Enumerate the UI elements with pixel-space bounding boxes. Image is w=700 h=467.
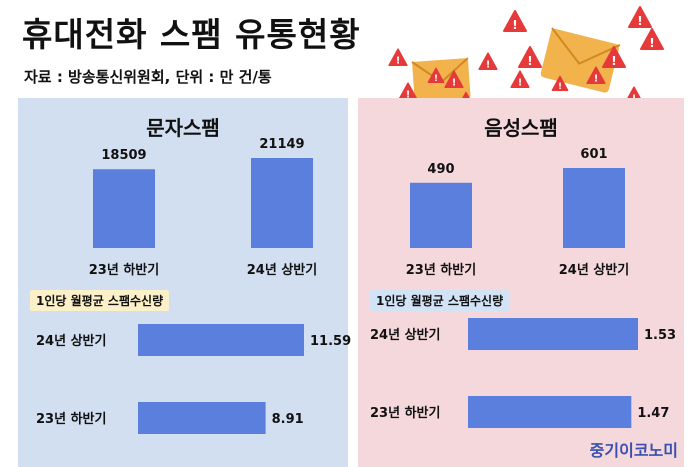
voice-spam-chart: 490 23년 하반기 601 24년 상반기 — [406, 147, 629, 278]
data-label: 1.47 — [637, 406, 669, 421]
bar — [138, 324, 304, 356]
category-label: 23년 하반기 — [406, 262, 476, 278]
warning-icon: ! — [503, 10, 527, 32]
warning-icon: ! — [551, 75, 569, 91]
voice-spam-panel: 음성스팸 490 23년 하반기 601 24년 상반기 1인당 월평균 스팸수신량 … — [358, 98, 684, 467]
svg-text:!: ! — [512, 18, 517, 32]
svg-text:!: ! — [527, 54, 532, 68]
svg-text:!: ! — [406, 90, 410, 101]
warning-icon: ! — [628, 6, 652, 28]
warning-icon: ! — [640, 28, 664, 50]
category-label: 24년 상반기 — [247, 262, 317, 278]
category-label: 23년 하반기 — [89, 262, 159, 278]
warning-icon: ! — [602, 46, 626, 68]
category-label: 23년 하반기 — [370, 405, 440, 421]
warning-icon: ! — [427, 67, 445, 83]
data-label: 490 — [427, 162, 454, 177]
category-label: 24년 상반기 — [559, 262, 629, 278]
svg-text:!: ! — [434, 73, 438, 83]
svg-text:!: ! — [594, 74, 598, 85]
bar — [468, 396, 632, 428]
data-label: 21149 — [259, 137, 304, 152]
per-capita-label: 1인당 월평균 스팸수신량 — [30, 290, 170, 311]
svg-text:!: ! — [486, 60, 490, 71]
sms-spam-chart: 18509 23년 하반기 21149 24년 상반기 — [89, 137, 317, 278]
svg-text:!: ! — [649, 36, 654, 50]
warning-icon: ! — [478, 52, 498, 71]
per-capita-label: 1인당 월평균 스팸수신량 — [370, 290, 510, 311]
voice-per-capita-chart: 24년 상반기 1.53 23년 하반기 1.47 — [370, 318, 676, 428]
data-label: 11.59 — [310, 334, 351, 349]
source-note: 자료 : 방송통신위원회, 단위 : 만 건/통 — [24, 68, 272, 86]
bar — [251, 158, 313, 248]
warning-icon: ! — [388, 48, 408, 67]
warning-icon: ! — [510, 70, 530, 89]
bar — [93, 169, 155, 248]
sms-spam-panel: 문자스팸 18509 23년 하반기 21149 24년 상반기 1인당 월평균 스팸… — [18, 98, 351, 467]
svg-text:!: ! — [637, 14, 642, 28]
bar — [563, 168, 625, 248]
sms-per-capita-chart: 24년 상반기 11.59 23년 하반기 8.91 — [36, 324, 351, 434]
data-label: 8.91 — [272, 412, 304, 427]
page-title: 휴대전화 스팸 유통현황 — [22, 15, 361, 54]
warning-icon: ! — [444, 70, 464, 89]
bar — [138, 402, 266, 434]
data-label: 1.53 — [644, 328, 676, 343]
svg-text:!: ! — [611, 54, 616, 68]
warning-icon: ! — [586, 66, 606, 85]
svg-text:!: ! — [558, 81, 562, 91]
voice-spam-title: 음성스팸 — [484, 116, 558, 140]
data-label: 601 — [580, 147, 607, 162]
bar — [410, 182, 472, 248]
brand-logo: 중기이코노미 — [589, 441, 678, 460]
svg-text:!: ! — [396, 56, 400, 67]
warning-icon: ! — [518, 46, 542, 68]
sms-spam-title: 문자스팸 — [146, 116, 220, 140]
data-label: 18509 — [101, 148, 146, 163]
category-label: 24년 상반기 — [370, 327, 440, 343]
svg-text:!: ! — [518, 78, 522, 89]
category-label: 23년 하반기 — [36, 411, 106, 427]
category-label: 24년 상반기 — [36, 333, 106, 349]
svg-text:!: ! — [452, 78, 456, 89]
bar — [468, 318, 638, 350]
